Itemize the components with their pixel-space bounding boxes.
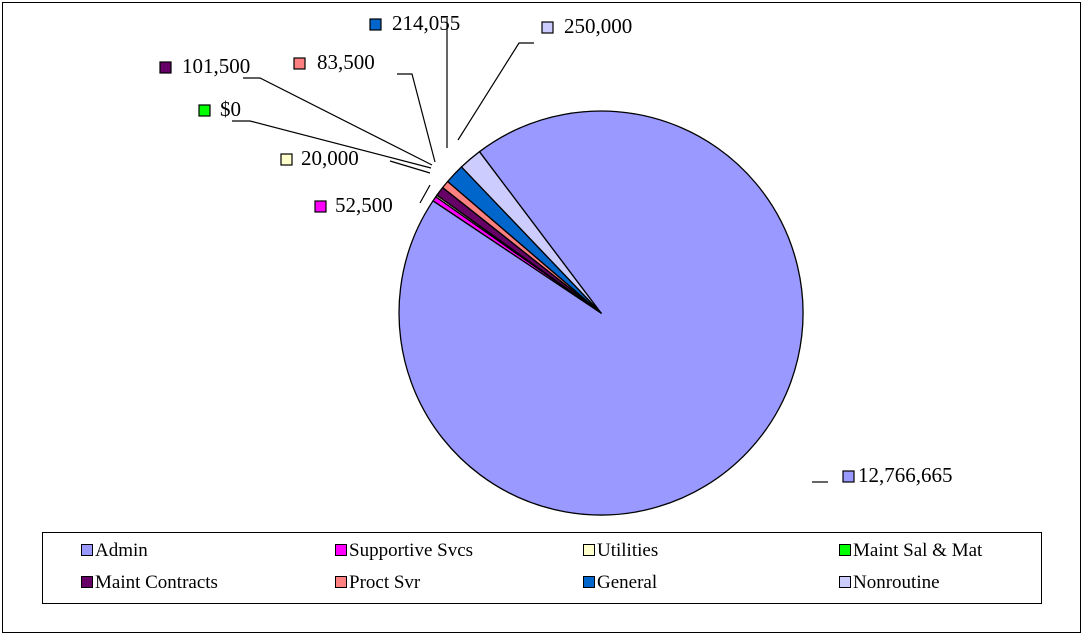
leader-line-nonroutine (457, 42, 534, 141)
leader-line-maint-sal-and-mat (232, 120, 432, 169)
legend-swatch (583, 543, 595, 556)
data-label-admin: 12,766,665 (858, 463, 953, 487)
legend-swatch (839, 575, 851, 588)
legend-item-nonroutine: Nonroutine (839, 572, 940, 594)
data-label-supportive-svcs: 52,500 (335, 193, 393, 217)
legend-swatch (81, 575, 93, 588)
label-swatch-maint-contracts (159, 61, 172, 74)
legend-item-proct-svr: Proct Svr (335, 572, 420, 594)
legend-swatch (839, 543, 851, 556)
label-swatch-supportive-svcs (314, 200, 327, 213)
legend-label: Supportive Svcs (349, 540, 474, 561)
label-swatch-admin (842, 470, 855, 483)
leader-line-utilities (389, 160, 431, 174)
label-swatch-maint-sal-and-mat (198, 104, 211, 117)
data-label-proct-svr: 83,500 (317, 50, 375, 74)
chart-legend: Admin Supportive Svcs Utilities Maint Sal &… (42, 532, 1042, 604)
leader-line-proct-svr (397, 73, 436, 163)
data-label-nonroutine: 250,000 (564, 14, 632, 38)
legend-item-maint-sal-and-mat: Maint Sal & Mat (839, 540, 982, 562)
data-label-utilities: 20,000 (301, 146, 359, 170)
legend-item-supportive-svcs: Supportive Svcs (335, 540, 473, 562)
legend-item-utilities: Utilities (583, 540, 658, 562)
leader-line-maint-contracts (243, 77, 433, 166)
legend-label: Maint Contracts (95, 572, 218, 593)
legend-swatch (583, 575, 595, 588)
legend-item-admin: Admin (81, 540, 148, 562)
label-swatch-utilities (280, 153, 293, 166)
legend-label: Proct Svr (349, 572, 421, 593)
label-swatch-general (369, 18, 382, 31)
leader-line-supportive-svcs (419, 184, 431, 204)
label-swatch-nonroutine (541, 21, 554, 34)
legend-swatch (81, 543, 93, 556)
data-label-general: 214,055 (392, 11, 460, 35)
label-swatch-proct-svr (293, 57, 306, 70)
legend-label: General (597, 572, 658, 593)
legend-label: Utilities (597, 540, 659, 561)
legend-item-maint-contracts: Maint Contracts (81, 572, 218, 594)
pie-slice-nonroutine (460, 151, 602, 314)
legend-label: Maint Sal & Mat (853, 540, 983, 561)
legend-label: Admin (95, 540, 148, 561)
data-label-maint-contracts: 101,500 (182, 54, 250, 78)
legend-swatch (335, 543, 347, 556)
legend-label: Nonroutine (853, 572, 940, 593)
legend-swatch (335, 575, 347, 588)
legend-item-general: General (583, 572, 657, 594)
data-label-maint-sal-and-mat: $0 (220, 97, 241, 121)
